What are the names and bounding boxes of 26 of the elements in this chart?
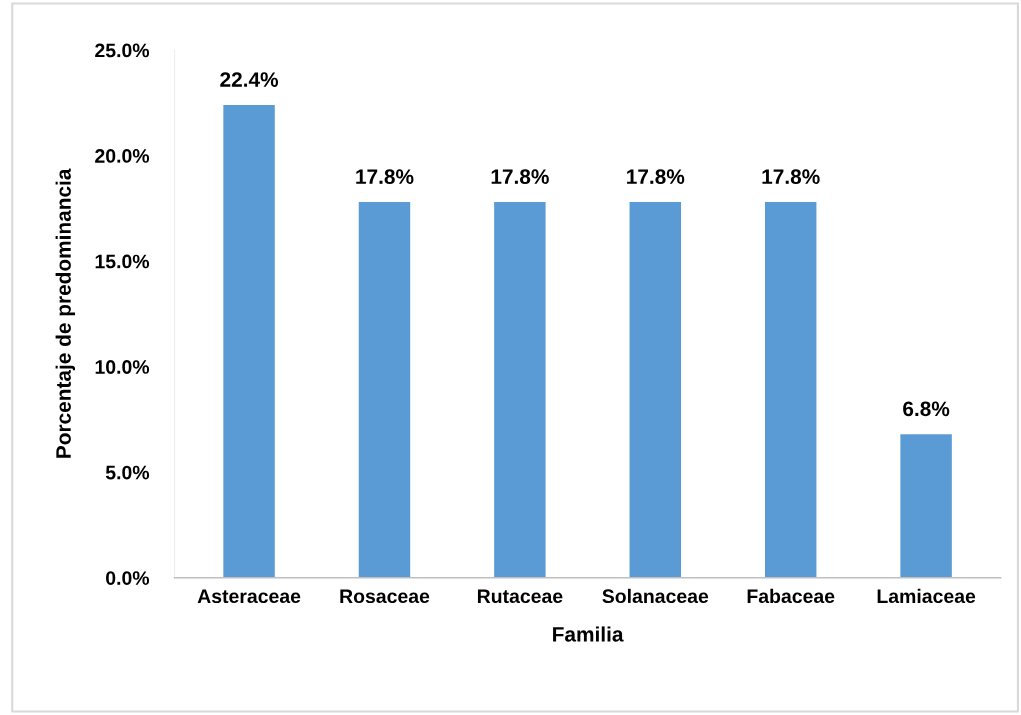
x-tick-label: Rosaceae: [340, 589, 430, 604]
data-label: 17.8%: [356, 169, 414, 185]
data-label: 17.8%: [627, 169, 685, 185]
bar: [629, 202, 682, 578]
data-label: 22.4%: [220, 72, 279, 87]
x-tick-label: Fabaceae: [747, 588, 835, 604]
y-tick-label: 25.0%: [95, 43, 150, 58]
bar: [223, 104, 275, 578]
y-tick-label: 5.0%: [105, 465, 150, 480]
bar: [764, 202, 817, 578]
x-tick-label: Solanaceae: [602, 588, 709, 604]
data-label: 6.8%: [903, 401, 950, 417]
x-axis-title: Familia: [553, 626, 624, 642]
bar: [494, 202, 546, 578]
data-label: 17.8%: [762, 169, 820, 185]
bar: [358, 202, 411, 578]
bar: [900, 434, 952, 578]
x-tick-label: Lamiaceae: [877, 588, 976, 604]
x-tick-label: Rutaceae: [477, 589, 563, 604]
y-tick-label: 20.0%: [95, 149, 150, 163]
y-axis-title: Porcentaje de predominancia: [55, 168, 76, 458]
y-tick-label: 0.0%: [106, 571, 150, 585]
data-label: 17.8%: [491, 169, 549, 185]
y-tick-label: 15.0%: [95, 254, 150, 269]
y-tick-label: 10.0%: [95, 360, 150, 374]
x-tick-label: Asteraceae: [197, 589, 301, 604]
